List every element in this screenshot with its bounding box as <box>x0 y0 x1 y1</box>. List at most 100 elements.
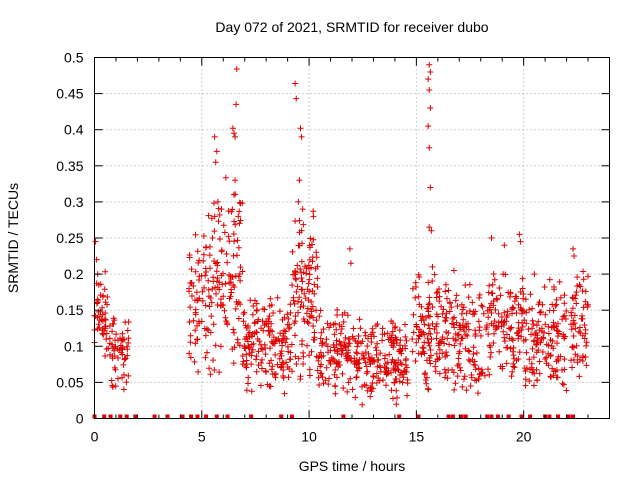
data-point <box>454 303 461 310</box>
data-point <box>92 238 99 245</box>
data-point <box>439 334 446 341</box>
data-point <box>339 370 346 377</box>
data-point <box>124 327 131 334</box>
data-point <box>119 330 126 337</box>
data-point <box>333 337 340 344</box>
data-point <box>293 276 300 283</box>
data-point <box>458 310 465 317</box>
data-point <box>526 306 533 313</box>
data-point <box>268 366 275 373</box>
data-point <box>208 299 215 306</box>
data-point <box>323 364 330 371</box>
data-point <box>114 375 121 382</box>
data-point <box>516 349 523 356</box>
data-point <box>503 331 510 338</box>
data-point <box>383 370 390 377</box>
data-point <box>427 346 434 353</box>
zero-point <box>279 414 284 419</box>
data-point <box>444 375 451 382</box>
data-point <box>500 328 507 335</box>
data-point <box>462 331 469 338</box>
data-point <box>477 332 484 339</box>
data-point <box>427 184 434 191</box>
data-point <box>372 344 379 351</box>
data-point <box>554 374 561 381</box>
data-point <box>369 380 376 387</box>
data-point <box>471 377 478 384</box>
data-point <box>311 290 318 297</box>
data-point <box>467 383 474 390</box>
data-point <box>412 357 419 364</box>
data-point <box>475 376 482 383</box>
data-point <box>490 270 497 277</box>
y-tick-label: 0 <box>76 411 84 427</box>
data-point <box>420 348 427 355</box>
zero-point <box>102 414 107 419</box>
data-point <box>316 381 323 388</box>
y-tick-label: 0.05 <box>56 374 83 390</box>
data-point <box>232 305 239 312</box>
data-point <box>310 236 317 243</box>
y-tick-label: 0.45 <box>56 86 83 102</box>
data-point <box>266 313 273 320</box>
data-point <box>425 123 432 130</box>
data-point <box>112 383 119 390</box>
data-point <box>234 339 241 346</box>
data-point <box>370 372 377 379</box>
data-point <box>479 369 486 376</box>
data-point <box>248 341 255 348</box>
data-point <box>472 366 479 373</box>
data-point <box>347 260 354 267</box>
data-point <box>326 375 333 382</box>
data-point <box>574 352 581 359</box>
data-point <box>232 221 239 228</box>
data-point <box>298 275 305 282</box>
data-point <box>319 339 326 346</box>
data-point <box>209 235 216 241</box>
data-point <box>316 313 323 320</box>
data-point <box>298 286 305 293</box>
data-point <box>573 300 580 307</box>
data-point <box>426 224 433 231</box>
data-point <box>255 348 262 355</box>
data-point <box>236 199 243 206</box>
data-point <box>187 354 194 361</box>
data-point <box>441 374 448 381</box>
data-point <box>439 310 446 317</box>
data-point <box>232 272 239 279</box>
y-tick-label: 0.15 <box>56 302 83 318</box>
data-point <box>457 326 464 333</box>
x-tick-label: 20 <box>516 429 532 445</box>
data-point <box>232 177 239 184</box>
data-point <box>341 309 348 316</box>
data-point <box>445 367 452 374</box>
data-point <box>495 319 502 326</box>
data-point <box>291 300 298 307</box>
data-point <box>513 310 520 317</box>
data-point <box>415 271 422 278</box>
data-point <box>203 269 210 275</box>
data-point <box>295 355 302 362</box>
data-point <box>248 361 255 368</box>
data-point <box>308 348 315 355</box>
data-point <box>531 382 538 389</box>
data-point <box>531 337 538 344</box>
data-point <box>522 368 529 375</box>
data-point <box>475 365 482 372</box>
data-point <box>259 356 266 363</box>
data-point <box>284 311 291 318</box>
data-point <box>485 289 492 296</box>
zero-point <box>416 414 421 419</box>
data-point <box>355 339 362 346</box>
data-point <box>377 368 384 375</box>
data-point <box>465 294 472 301</box>
data-point <box>442 288 449 295</box>
data-point <box>542 311 549 318</box>
data-point <box>309 258 316 265</box>
data-point <box>581 322 588 329</box>
data-point <box>501 338 508 345</box>
data-point <box>213 268 220 275</box>
data-point <box>422 314 429 321</box>
data-point <box>101 286 108 293</box>
data-point <box>491 276 498 283</box>
